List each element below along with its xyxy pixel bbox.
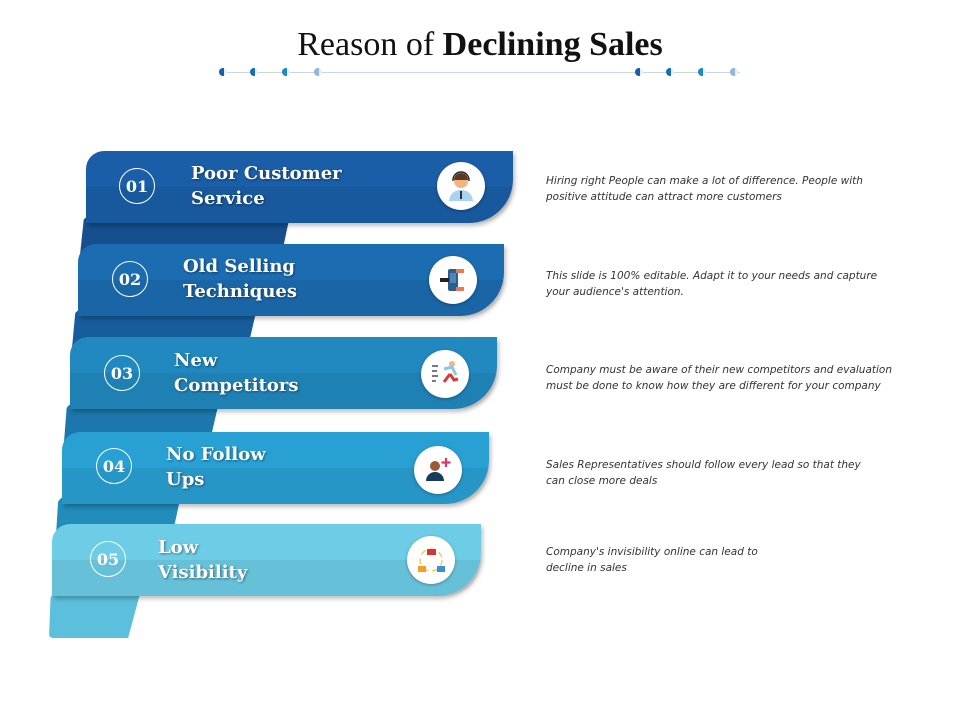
step-band-4 — [62, 432, 489, 504]
step-title: Old Selling Techniques — [183, 256, 298, 302]
customer-service-agent-icon — [437, 162, 485, 210]
step-number: 03 — [104, 355, 140, 391]
step-band-1 — [86, 151, 513, 223]
step-description: Hiring right People can make a lot of di… — [546, 175, 863, 203]
hands-exchanging-money-icon — [429, 256, 477, 304]
step-title: Low Visibility — [158, 537, 248, 583]
title-divider — [220, 72, 740, 73]
divider-dot-icon — [250, 68, 258, 76]
divider-dot-icon — [666, 68, 674, 76]
step-number: 05 — [90, 541, 126, 577]
divider-dot-icon — [730, 68, 738, 76]
step-title: No Follow Ups — [166, 444, 266, 490]
network-cycle-icon — [407, 536, 455, 584]
step-number: 02 — [112, 261, 148, 297]
step-title: Poor Customer Service — [191, 163, 342, 209]
step-description: Sales Representatives should follow ever… — [546, 459, 861, 487]
band-fold — [49, 590, 141, 638]
divider-dot-icon — [219, 68, 227, 76]
step-title: New Competitors — [174, 350, 299, 396]
title-bold: Declining Sales — [442, 26, 663, 63]
divider-dot-icon — [282, 68, 290, 76]
step-number: 01 — [119, 168, 155, 204]
step-description: Company's invisibility online can lead t… — [546, 546, 758, 574]
divider-dot-icon — [635, 68, 643, 76]
step-description: Company must be aware of their new compe… — [546, 364, 893, 392]
divider-dot-icon — [698, 68, 706, 76]
page-title: Reason of Declining Sales — [0, 26, 960, 64]
title-regular: Reason of — [297, 26, 443, 63]
step-number: 04 — [96, 448, 132, 484]
running-competitor-icon — [421, 350, 469, 398]
step-description: This slide is 100% editable. Adapt it to… — [546, 270, 878, 298]
add-user-icon — [414, 446, 462, 494]
divider-dot-icon — [314, 68, 322, 76]
